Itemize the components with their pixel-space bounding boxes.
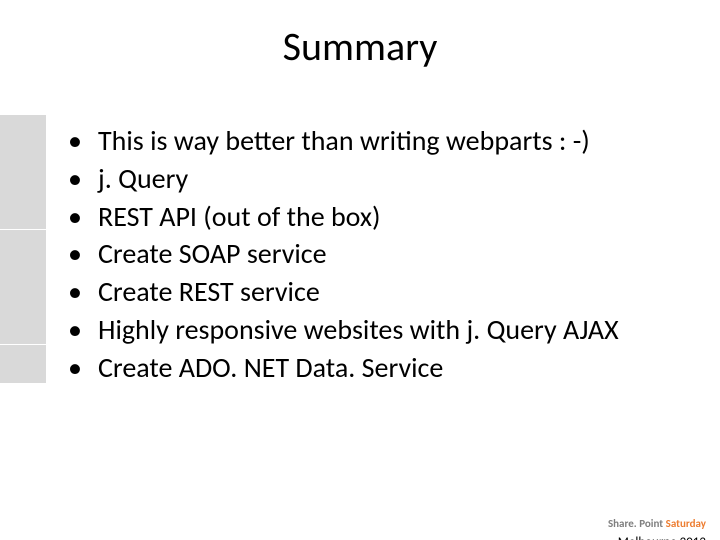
brand-part2: Saturday (663, 517, 706, 530)
list-item: Create ADO. NET Data. Service (68, 349, 680, 387)
list-item: Highly responsive websites with j. Query… (68, 311, 680, 349)
accent-bar (0, 153, 46, 191)
accent-bar (0, 345, 46, 383)
list-item: REST API (out of the box) (68, 198, 680, 236)
accent-bar (0, 230, 46, 268)
brand-line: Share. Point Saturday (608, 517, 706, 531)
accent-bar (0, 191, 46, 229)
footer: Share. Point Saturday Melbourne 2012 (608, 517, 706, 540)
bullet-list: This is way better than writing webparts… (68, 122, 680, 387)
accent-bar (0, 306, 46, 344)
list-item: Create REST service (68, 273, 680, 311)
list-item: This is way better than writing webparts… (68, 122, 680, 160)
accent-bar (0, 268, 46, 306)
list-item: Create SOAP service (68, 235, 680, 273)
list-item: j. Query (68, 160, 680, 198)
slide-title: Summary (0, 22, 720, 71)
brand-part1: Share. Point (608, 517, 663, 530)
slide: Summary This is way better than writing … (0, 22, 720, 540)
event-line: Melbourne 2012 (608, 535, 706, 540)
bullet-list-container: This is way better than writing webparts… (68, 122, 680, 387)
accent-bar (0, 115, 46, 153)
